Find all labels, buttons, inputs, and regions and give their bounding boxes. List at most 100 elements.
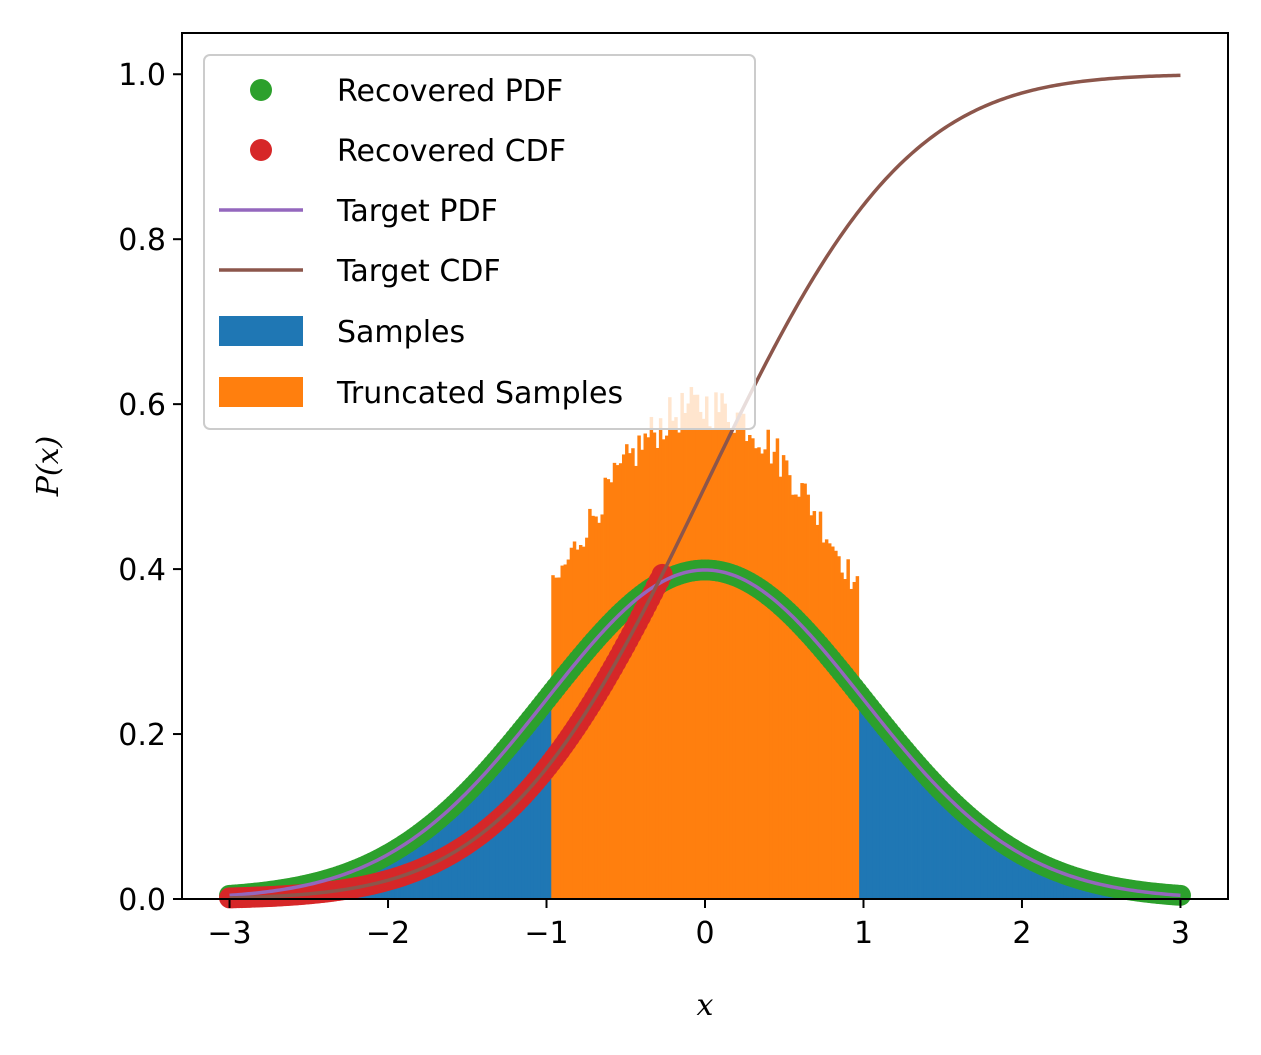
truncated-samples-bar	[705, 396, 709, 899]
truncated-samples-bar	[689, 387, 694, 899]
truncated-samples-bar	[818, 511, 823, 899]
y-tick-label: 1.0	[118, 58, 166, 93]
samples-bar	[533, 715, 538, 899]
truncated-samples-bar	[778, 476, 783, 899]
truncated-samples-bar	[658, 418, 663, 899]
truncated-samples-bar	[806, 494, 810, 899]
truncated-samples-bar	[738, 415, 743, 899]
truncated-samples-bar	[837, 556, 841, 899]
legend-label: Target CDF	[336, 254, 501, 289]
samples-bar	[1021, 854, 1026, 899]
samples-bar	[980, 827, 985, 899]
truncated-samples-bar	[637, 435, 641, 899]
samples-bar	[540, 704, 544, 899]
samples-bar	[1015, 852, 1020, 899]
samples-bar	[866, 706, 871, 899]
truncated-samples-bar	[665, 435, 669, 899]
truncated-samples-bar	[775, 438, 780, 899]
truncated-samples-bar	[695, 394, 700, 899]
truncated-samples-bar	[846, 559, 850, 899]
truncated-samples-bar	[843, 579, 847, 899]
samples-bar	[996, 839, 1001, 899]
samples-bar	[958, 809, 963, 899]
samples-bar	[530, 717, 535, 899]
samples-bar	[546, 696, 551, 899]
truncated-samples-bar	[668, 397, 672, 899]
samples-bar	[1040, 864, 1045, 899]
truncated-samples-bar	[711, 427, 715, 899]
truncated-samples-bar	[729, 428, 734, 899]
samples-bar	[961, 810, 966, 899]
samples-bar	[1063, 874, 1067, 899]
truncated-samples-bar	[618, 463, 623, 899]
samples-bar	[1002, 843, 1007, 899]
truncated-samples-bar	[717, 412, 721, 899]
truncated-samples-bar	[692, 394, 697, 899]
y-tick-label: 0.2	[118, 718, 166, 753]
samples-bar	[1066, 875, 1070, 899]
samples-bar	[1009, 848, 1013, 899]
samples-bar	[882, 722, 887, 899]
samples-bar	[942, 791, 947, 899]
plot-area	[219, 73, 1191, 909]
samples-bar	[968, 816, 972, 899]
samples-bar	[511, 741, 516, 899]
samples-bar	[999, 840, 1004, 899]
truncated-samples-bar	[714, 392, 718, 899]
x-tick-label: 2	[1012, 916, 1031, 951]
samples-bar	[1050, 868, 1055, 899]
samples-bar	[524, 723, 528, 899]
truncated-samples-bar	[754, 448, 758, 899]
truncated-samples-bar	[784, 460, 789, 899]
truncated-samples-bar	[821, 542, 826, 899]
x-tick-label: −3	[207, 916, 251, 951]
samples-bar	[917, 769, 921, 899]
samples-bar	[983, 831, 988, 899]
y-tick-label: 0.8	[118, 223, 166, 258]
truncated-samples-bar	[661, 439, 666, 899]
legend-marker-patch	[219, 377, 303, 407]
samples-bar	[872, 713, 877, 899]
truncated-samples-bar	[646, 437, 651, 899]
y-tick-label: 0.0	[118, 883, 166, 918]
samples-bar	[974, 824, 978, 899]
samples-bar	[863, 700, 868, 899]
samples-bar	[521, 730, 525, 899]
x-tick-label: 3	[1171, 916, 1190, 951]
legend: Recovered PDF Recovered CDF Target PDF Targ…	[203, 54, 756, 430]
truncated-samples-bar	[763, 449, 767, 899]
truncated-samples-bar	[852, 581, 857, 899]
truncated-samples-bar	[655, 447, 660, 899]
truncated-samples-bar	[766, 429, 770, 899]
truncated-samples-bar	[748, 435, 752, 899]
truncated-samples-bar	[726, 421, 730, 899]
truncated-samples-bar	[781, 455, 786, 899]
samples-bar	[945, 795, 950, 899]
samples-bar	[971, 819, 975, 899]
truncated-samples-bar	[708, 426, 712, 899]
legend-label: Truncated Samples	[336, 376, 623, 411]
y-axis-label: P(x)	[31, 436, 66, 498]
samples-bar	[955, 804, 959, 899]
samples-bar	[537, 708, 541, 899]
truncated-samples-bar	[600, 514, 604, 899]
truncated-samples-bar	[834, 550, 838, 899]
truncated-samples-bar	[698, 411, 703, 899]
samples-bar	[907, 756, 912, 899]
legend-marker-patch	[219, 316, 303, 346]
samples-bar	[911, 757, 915, 899]
truncated-samples-bar	[680, 392, 684, 899]
truncated-samples-bar	[628, 453, 632, 899]
x-tick-label: 1	[854, 916, 873, 951]
samples-bar	[892, 737, 896, 899]
samples-bar	[923, 774, 928, 899]
truncated-samples-bar	[643, 433, 647, 899]
truncated-samples-bar	[683, 412, 687, 899]
samples-bar	[1037, 863, 1042, 899]
samples-bar	[879, 722, 883, 899]
samples-bar	[888, 732, 893, 899]
truncated-samples-bar	[652, 432, 657, 899]
truncated-samples-bar	[701, 418, 706, 899]
samples-bar	[1006, 845, 1010, 899]
